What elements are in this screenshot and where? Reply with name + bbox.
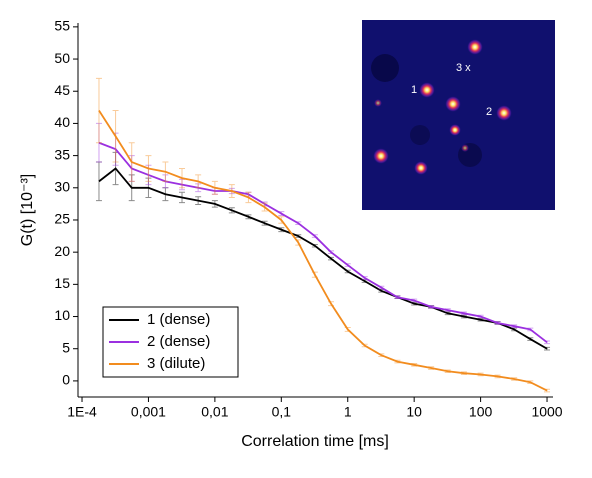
inset-spot (496, 105, 512, 121)
x-tick-label: 1000 (531, 404, 562, 420)
y-tick-label: 40 (54, 114, 70, 130)
x-tick-label: 0,001 (131, 404, 166, 420)
legend-label: 3 (dilute) (147, 355, 205, 372)
inset-spot (374, 99, 382, 107)
inset-spot (419, 82, 435, 98)
y-tick-label: 30 (54, 178, 70, 194)
y-tick-label: 55 (54, 18, 70, 34)
x-tick-label: 0,1 (272, 404, 292, 420)
error-bar (95, 77, 102, 144)
inset-spot (461, 144, 469, 152)
y-axis-title: G(t) [10⁻³] (19, 174, 36, 246)
data-line (98, 110, 548, 392)
y-tick-label: 10 (54, 307, 70, 323)
series (95, 122, 551, 345)
x-tick-label: 100 (469, 404, 493, 420)
y-tick-label: 15 (54, 275, 70, 291)
data-line (98, 141, 548, 343)
x-axis-title: Correlation time [ms] (241, 433, 389, 450)
x-tick-label: 0,01 (201, 404, 228, 420)
y-tick-label: 35 (54, 146, 70, 162)
inset-image: 1 2 3 x (362, 20, 555, 210)
x-tick-label: 1 (344, 404, 352, 420)
inset-shadow (371, 54, 399, 82)
y-tick-label: 50 (54, 50, 70, 66)
y-tick-label: 25 (54, 211, 70, 227)
x-tick-label: 1E-4 (67, 404, 97, 420)
y-tick-label: 20 (54, 243, 70, 259)
inset-spot (445, 96, 461, 112)
series (95, 77, 551, 393)
inset-label: 2 (486, 106, 492, 118)
inset-shadow (410, 125, 430, 145)
inset-label: 3 x (456, 62, 471, 74)
inset-spot (449, 124, 461, 136)
data-line (98, 167, 548, 350)
y-tick-label: 45 (54, 82, 70, 98)
legend-label: 1 (dense) (147, 311, 210, 328)
inset-spot (467, 39, 483, 55)
inset-spot (373, 148, 389, 164)
y-tick-label: 5 (62, 339, 70, 355)
inset-label: 1 (411, 84, 417, 96)
legend-label: 2 (dense) (147, 333, 210, 350)
legend: 1 (dense) 2 (dense) 3 (dilute) (102, 306, 239, 378)
inset-background (362, 20, 555, 210)
x-tick-label: 10 (406, 404, 422, 420)
inset-spot (414, 161, 428, 175)
y-tick-label: 0 (62, 372, 70, 388)
